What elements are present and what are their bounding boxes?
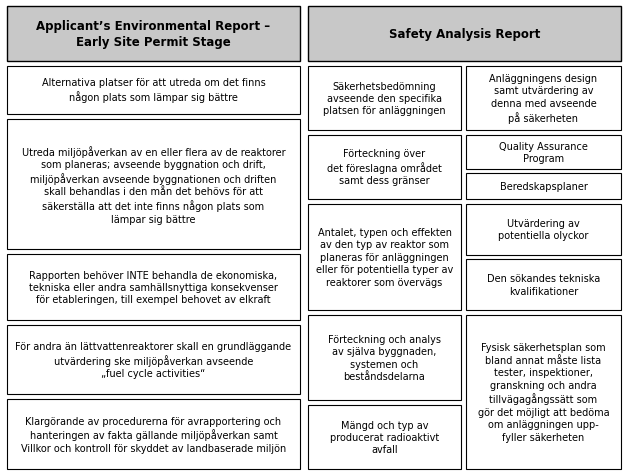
FancyBboxPatch shape bbox=[308, 316, 461, 400]
Text: Quality Assurance
Program: Quality Assurance Program bbox=[499, 141, 588, 164]
Text: Alternativa platser för att utreda om det finns
någon plats som lämpar sig bättr: Alternativa platser för att utreda om de… bbox=[41, 79, 266, 103]
Text: För andra än lättvattenreaktorer skall en grundläggande
utvärdering ske miljöpåv: För andra än lättvattenreaktorer skall e… bbox=[16, 341, 291, 378]
Text: Klargörande av procedurerna för avrapportering och
hanteringen av fakta gällande: Klargörande av procedurerna för avrappor… bbox=[21, 416, 286, 453]
Text: Applicant’s Environmental Report –
Early Site Permit Stage: Applicant’s Environmental Report – Early… bbox=[36, 20, 271, 49]
FancyBboxPatch shape bbox=[7, 7, 300, 62]
FancyBboxPatch shape bbox=[466, 136, 621, 169]
Text: Säkerhetsbedömning
avseende den specifika
platsen för anläggningen: Säkerhetsbedömning avseende den specifik… bbox=[323, 81, 446, 116]
Text: Förteckning och analys
av själva byggnaden,
systemen och
beståndsdelarna: Förteckning och analys av själva byggnad… bbox=[328, 334, 441, 381]
FancyBboxPatch shape bbox=[308, 406, 461, 469]
Text: Beredskapsplaner: Beredskapsplaner bbox=[499, 181, 587, 191]
Text: Utvärdering av
potentiella olyckor: Utvärdering av potentiella olyckor bbox=[498, 218, 588, 241]
FancyBboxPatch shape bbox=[466, 67, 621, 130]
Text: Den sökandes tekniska
kvalifikationer: Den sökandes tekniska kvalifikationer bbox=[487, 274, 600, 296]
Text: Anläggningens design
samt utvärdering av
denna med avseende
på säkerheten: Anläggningens design samt utvärdering av… bbox=[489, 74, 598, 123]
FancyBboxPatch shape bbox=[466, 173, 621, 199]
FancyBboxPatch shape bbox=[7, 255, 300, 320]
FancyBboxPatch shape bbox=[308, 136, 461, 199]
FancyBboxPatch shape bbox=[466, 204, 621, 255]
FancyBboxPatch shape bbox=[7, 399, 300, 469]
Text: Förteckning över
det föreslagna området
samt dess gränser: Förteckning över det föreslagna området … bbox=[327, 149, 442, 186]
FancyBboxPatch shape bbox=[308, 204, 461, 310]
FancyBboxPatch shape bbox=[466, 259, 621, 310]
Text: Antalet, typen och effekten
av den typ av reaktor som
planeras för anläggningen
: Antalet, typen och effekten av den typ a… bbox=[316, 228, 453, 287]
FancyBboxPatch shape bbox=[308, 7, 621, 62]
FancyBboxPatch shape bbox=[308, 67, 461, 130]
FancyBboxPatch shape bbox=[7, 119, 300, 250]
Text: Mängd och typ av
producerat radioaktivt
avfall: Mängd och typ av producerat radioaktivt … bbox=[330, 420, 439, 455]
Text: Safety Analysis Report: Safety Analysis Report bbox=[389, 28, 540, 41]
FancyBboxPatch shape bbox=[466, 316, 621, 469]
Text: Rapporten behöver INTE behandla de ekonomiska,
tekniska eller andra samhällsnytt: Rapporten behöver INTE behandla de ekono… bbox=[29, 270, 278, 305]
FancyBboxPatch shape bbox=[7, 325, 300, 395]
Text: Utreda miljöpåverkan av en eller flera av de reaktorer
som planeras; avseende by: Utreda miljöpåverkan av en eller flera a… bbox=[22, 146, 285, 224]
FancyBboxPatch shape bbox=[7, 67, 300, 115]
Text: Fysisk säkerhetsplan som
bland annat måste lista
tester, inspektioner,
gransknin: Fysisk säkerhetsplan som bland annat mås… bbox=[478, 343, 609, 442]
